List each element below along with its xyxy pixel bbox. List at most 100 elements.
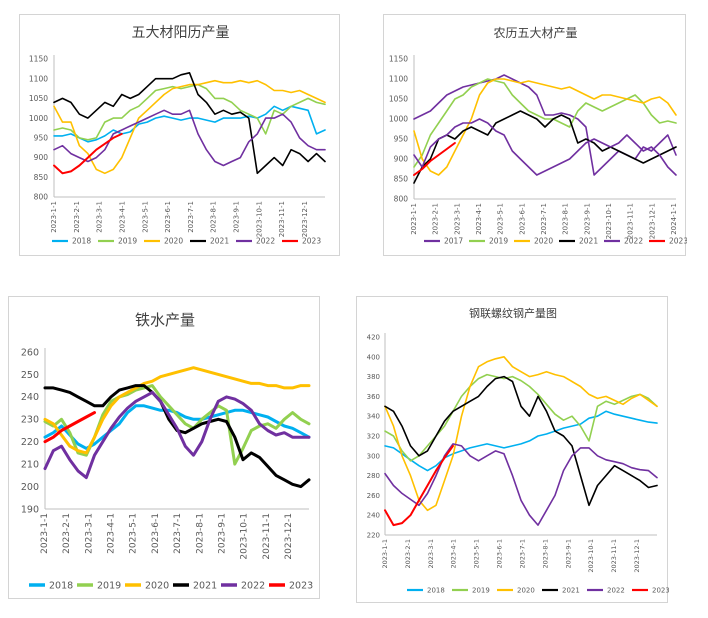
x-tick-label-solar: 2023-2-1	[73, 201, 81, 233]
x-tick-label-hotmetal: 2023-7-1	[173, 513, 183, 554]
x-tick-label-hotmetal: 2023-10-1	[240, 513, 250, 560]
series-line-lunar-2021	[413, 110, 677, 184]
series-line-hotmetal-2020	[43, 366, 311, 455]
series-line-solar-2022	[53, 109, 326, 167]
x-tick-label-rebar: 2023-3-1	[427, 539, 435, 569]
x-tick-label-lunar: 2023-7-1	[540, 203, 548, 235]
series-line-rebar-2019	[384, 373, 658, 462]
series-line-rebar-2023	[384, 444, 454, 527]
series-line-solar-2021	[53, 71, 326, 175]
x-tick-label-lunar: 2023-3-1	[453, 203, 461, 235]
x-tick-label-solar: 2023-10-1	[255, 201, 263, 237]
y-tick-label-hotmetal: 210	[21, 459, 39, 470]
y-tick-label-hotmetal: 200	[21, 482, 39, 493]
x-tick-label-hotmetal: 2023-1-1	[40, 513, 50, 554]
y-tick-label-rebar: 360	[367, 393, 380, 401]
y-tick-label-solar: 800	[34, 193, 49, 202]
x-tick-label-rebar: 2023-11-1	[610, 539, 618, 573]
y-tick-label-solar: 1100	[29, 74, 48, 83]
y-tick-label-rebar: 420	[367, 333, 380, 341]
x-tick-label-hotmetal: 2023-9-1	[217, 513, 227, 554]
y-tick-label-rebar: 260	[367, 492, 380, 500]
legend-label-solar-2019: 2019	[118, 237, 137, 246]
x-tick-label-rebar: 2023-10-1	[587, 539, 595, 573]
legend-label-hotmetal-2018: 2018	[49, 580, 73, 591]
legend-label-rebar-2019: 2019	[472, 586, 490, 594]
legend-label-lunar-2020: 2020	[534, 237, 553, 246]
y-tick-label-lunar: 950	[394, 135, 409, 144]
x-tick-label-solar: 2023-5-1	[141, 201, 149, 233]
y-tick-label-solar: 900	[34, 153, 49, 162]
series-line-hotmetal-2021	[43, 384, 311, 489]
series-line-solar-2018	[53, 105, 326, 143]
x-tick-label-solar: 2023-12-1	[301, 201, 309, 237]
y-tick-label-solar: 1000	[29, 114, 48, 123]
x-tick-label-rebar: 2023-6-1	[496, 539, 504, 569]
legend-label-lunar-2021: 2021	[579, 237, 598, 246]
chart-title-solar: 五大材阳历产量	[132, 25, 230, 41]
x-tick-label-rebar: 2023-12-1	[633, 539, 641, 573]
y-tick-label-solar: 1150	[29, 55, 48, 64]
x-tick-label-hotmetal: 2023-6-1	[151, 513, 161, 554]
legend-label-rebar-2020: 2020	[517, 586, 535, 594]
chart-panel-rebar: 钢联螺纹钢产量图 220 240 260 280 300 320 340 360 380 400 42…	[356, 296, 669, 603]
legend-label-lunar-2023: 2023	[669, 237, 687, 246]
legend-label-rebar-2022: 2022	[607, 586, 625, 594]
y-tick-label-solar: 850	[34, 173, 49, 182]
x-tick-label-rebar: 2023-5-1	[473, 539, 481, 569]
y-tick-label-hotmetal: 240	[21, 392, 39, 403]
x-tick-label-rebar: 2023-2-1	[404, 539, 412, 569]
y-tick-label-solar: 950	[34, 133, 49, 142]
chart-panel-wudacai-lunar: 农历五大材产量 800 850 900 950 1000 1050 1100 1150 2023-…	[383, 14, 687, 256]
legend-label-hotmetal-2020: 2020	[145, 580, 169, 591]
y-tick-label-rebar: 240	[367, 512, 380, 520]
x-tick-label-lunar: 2023-10-1	[605, 203, 613, 239]
y-tick-label-hotmetal: 220	[21, 437, 39, 448]
y-tick-label-lunar: 850	[394, 175, 409, 184]
x-tick-label-hotmetal: 2023-3-1	[84, 513, 94, 554]
series-line-lunar-2020	[413, 78, 677, 176]
y-tick-label-rebar: 340	[367, 413, 380, 421]
x-tick-label-rebar: 2023-4-1	[450, 539, 458, 569]
y-tick-label-rebar: 400	[367, 353, 380, 361]
x-tick-label-lunar: 2023-6-1	[518, 203, 526, 235]
x-tick-label-solar: 2023-4-1	[118, 201, 126, 233]
x-tick-label-rebar: 2023-8-1	[541, 539, 549, 569]
y-tick-label-lunar: 1000	[389, 115, 408, 124]
y-tick-label-hotmetal: 250	[21, 370, 39, 381]
x-tick-label-hotmetal: 2023-5-1	[129, 513, 139, 554]
legend-label-hotmetal-2021: 2021	[193, 580, 217, 591]
legend-label-rebar-2023: 2023	[652, 586, 669, 594]
chart-svg-wudacai-lunar: 农历五大材产量 800 850 900 950 1000 1050 1100 1150 2023-…	[389, 26, 687, 246]
series-line-rebar-2018	[384, 410, 658, 472]
y-tick-label-hotmetal: 260	[21, 347, 39, 358]
x-tick-label-hotmetal: 2023-11-1	[262, 513, 272, 560]
y-tick-label-lunar: 900	[394, 155, 409, 164]
y-tick-label-hotmetal: 230	[21, 415, 39, 426]
x-tick-label-lunar: 2023-4-1	[475, 203, 483, 235]
series-line-hotmetal-2022	[43, 390, 311, 480]
y-tick-label-rebar: 380	[367, 373, 380, 381]
x-tick-label-solar: 2023-6-1	[164, 201, 172, 233]
x-tick-label-hotmetal: 2023-4-1	[107, 513, 117, 554]
chart-svg-wudacai-solar: 五大材阳历产量 800 850 900 950 1000 1050 1100 1150 2023-…	[29, 25, 326, 246]
y-tick-label-solar: 1050	[29, 94, 48, 103]
x-tick-label-rebar: 2023-1-1	[381, 539, 389, 569]
legend-label-hotmetal-2019: 2019	[97, 580, 121, 591]
legend-label-solar-2022: 2022	[256, 237, 275, 246]
x-tick-label-lunar: 2023-11-1	[627, 203, 635, 239]
x-tick-label-lunar: 2023-8-1	[562, 203, 570, 235]
series-line-solar-2020	[53, 79, 326, 175]
x-tick-label-lunar: 2023-9-1	[583, 203, 591, 235]
x-tick-label-lunar: 2023-2-1	[432, 203, 440, 235]
x-tick-label-hotmetal: 2023-2-1	[62, 513, 72, 554]
series-line-rebar-2022	[384, 443, 658, 526]
chart-title-lunar: 农历五大材产量	[493, 26, 577, 40]
y-tick-label-rebar: 220	[367, 531, 380, 539]
y-tick-label-rebar: 320	[367, 432, 380, 440]
y-tick-label-lunar: 1100	[389, 75, 408, 84]
x-tick-label-hotmetal: 2023-8-1	[195, 513, 205, 554]
x-tick-label-solar: 2023-7-1	[187, 201, 195, 233]
chart-title-hotmetal: 铁水产量	[135, 311, 195, 329]
legend-label-lunar-2019: 2019	[489, 237, 508, 246]
